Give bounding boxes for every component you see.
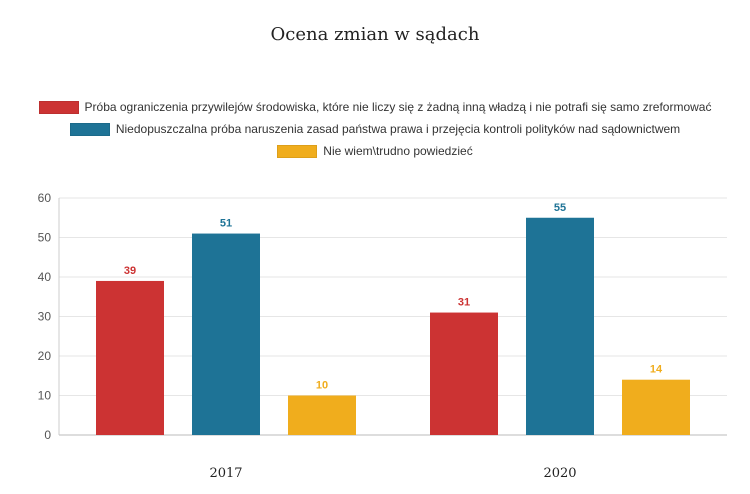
legend-label-2: Niedopuszczalna próba naruszenia zasad p…	[115, 122, 681, 136]
bar-2017-1	[96, 280, 164, 435]
bar-2017-3	[288, 395, 356, 435]
bar-2017-2	[192, 233, 260, 435]
y-tick-label: 40	[38, 270, 52, 284]
chart-title: Ocena zmian w sądach	[270, 24, 480, 45]
x-tick-label-2017: 2017	[209, 466, 242, 481]
data-label-2017-2: 51	[220, 218, 232, 230]
legend-swatch-1	[38, 100, 79, 114]
data-label-2020-2: 55	[554, 202, 566, 214]
bar-2020-3	[622, 379, 690, 435]
legend-label-3: Nie wiem\trudno powiedzieć	[323, 144, 473, 158]
legend-item-1[interactable]: Próba ograniczenia przywilejów środowisk…	[0, 100, 750, 114]
bar-2020-2	[526, 217, 594, 435]
y-tick-label: 10	[38, 389, 52, 403]
legend-swatch-3	[277, 144, 318, 158]
y-tick-label: 60	[38, 191, 52, 205]
data-label-2017-3: 10	[316, 380, 328, 392]
data-label-2020-1: 31	[458, 297, 470, 309]
y-tick-label: 20	[38, 349, 52, 363]
bar-2020-1	[430, 312, 498, 435]
x-tick-label-2020: 2020	[543, 466, 576, 481]
data-label-2017-1: 39	[124, 265, 136, 277]
y-tick-label: 0	[44, 428, 51, 442]
legend-item-3[interactable]: Nie wiem\trudno powiedzieć	[0, 144, 750, 158]
y-tick-label: 30	[38, 310, 52, 324]
legend-label-1: Próba ograniczenia przywilejów środowisk…	[84, 100, 712, 114]
legend-item-2[interactable]: Niedopuszczalna próba naruszenia zasad p…	[0, 122, 750, 136]
data-label-2020-3: 14	[650, 364, 663, 376]
legend-swatch-2	[69, 122, 110, 136]
y-tick-label: 50	[38, 231, 52, 245]
